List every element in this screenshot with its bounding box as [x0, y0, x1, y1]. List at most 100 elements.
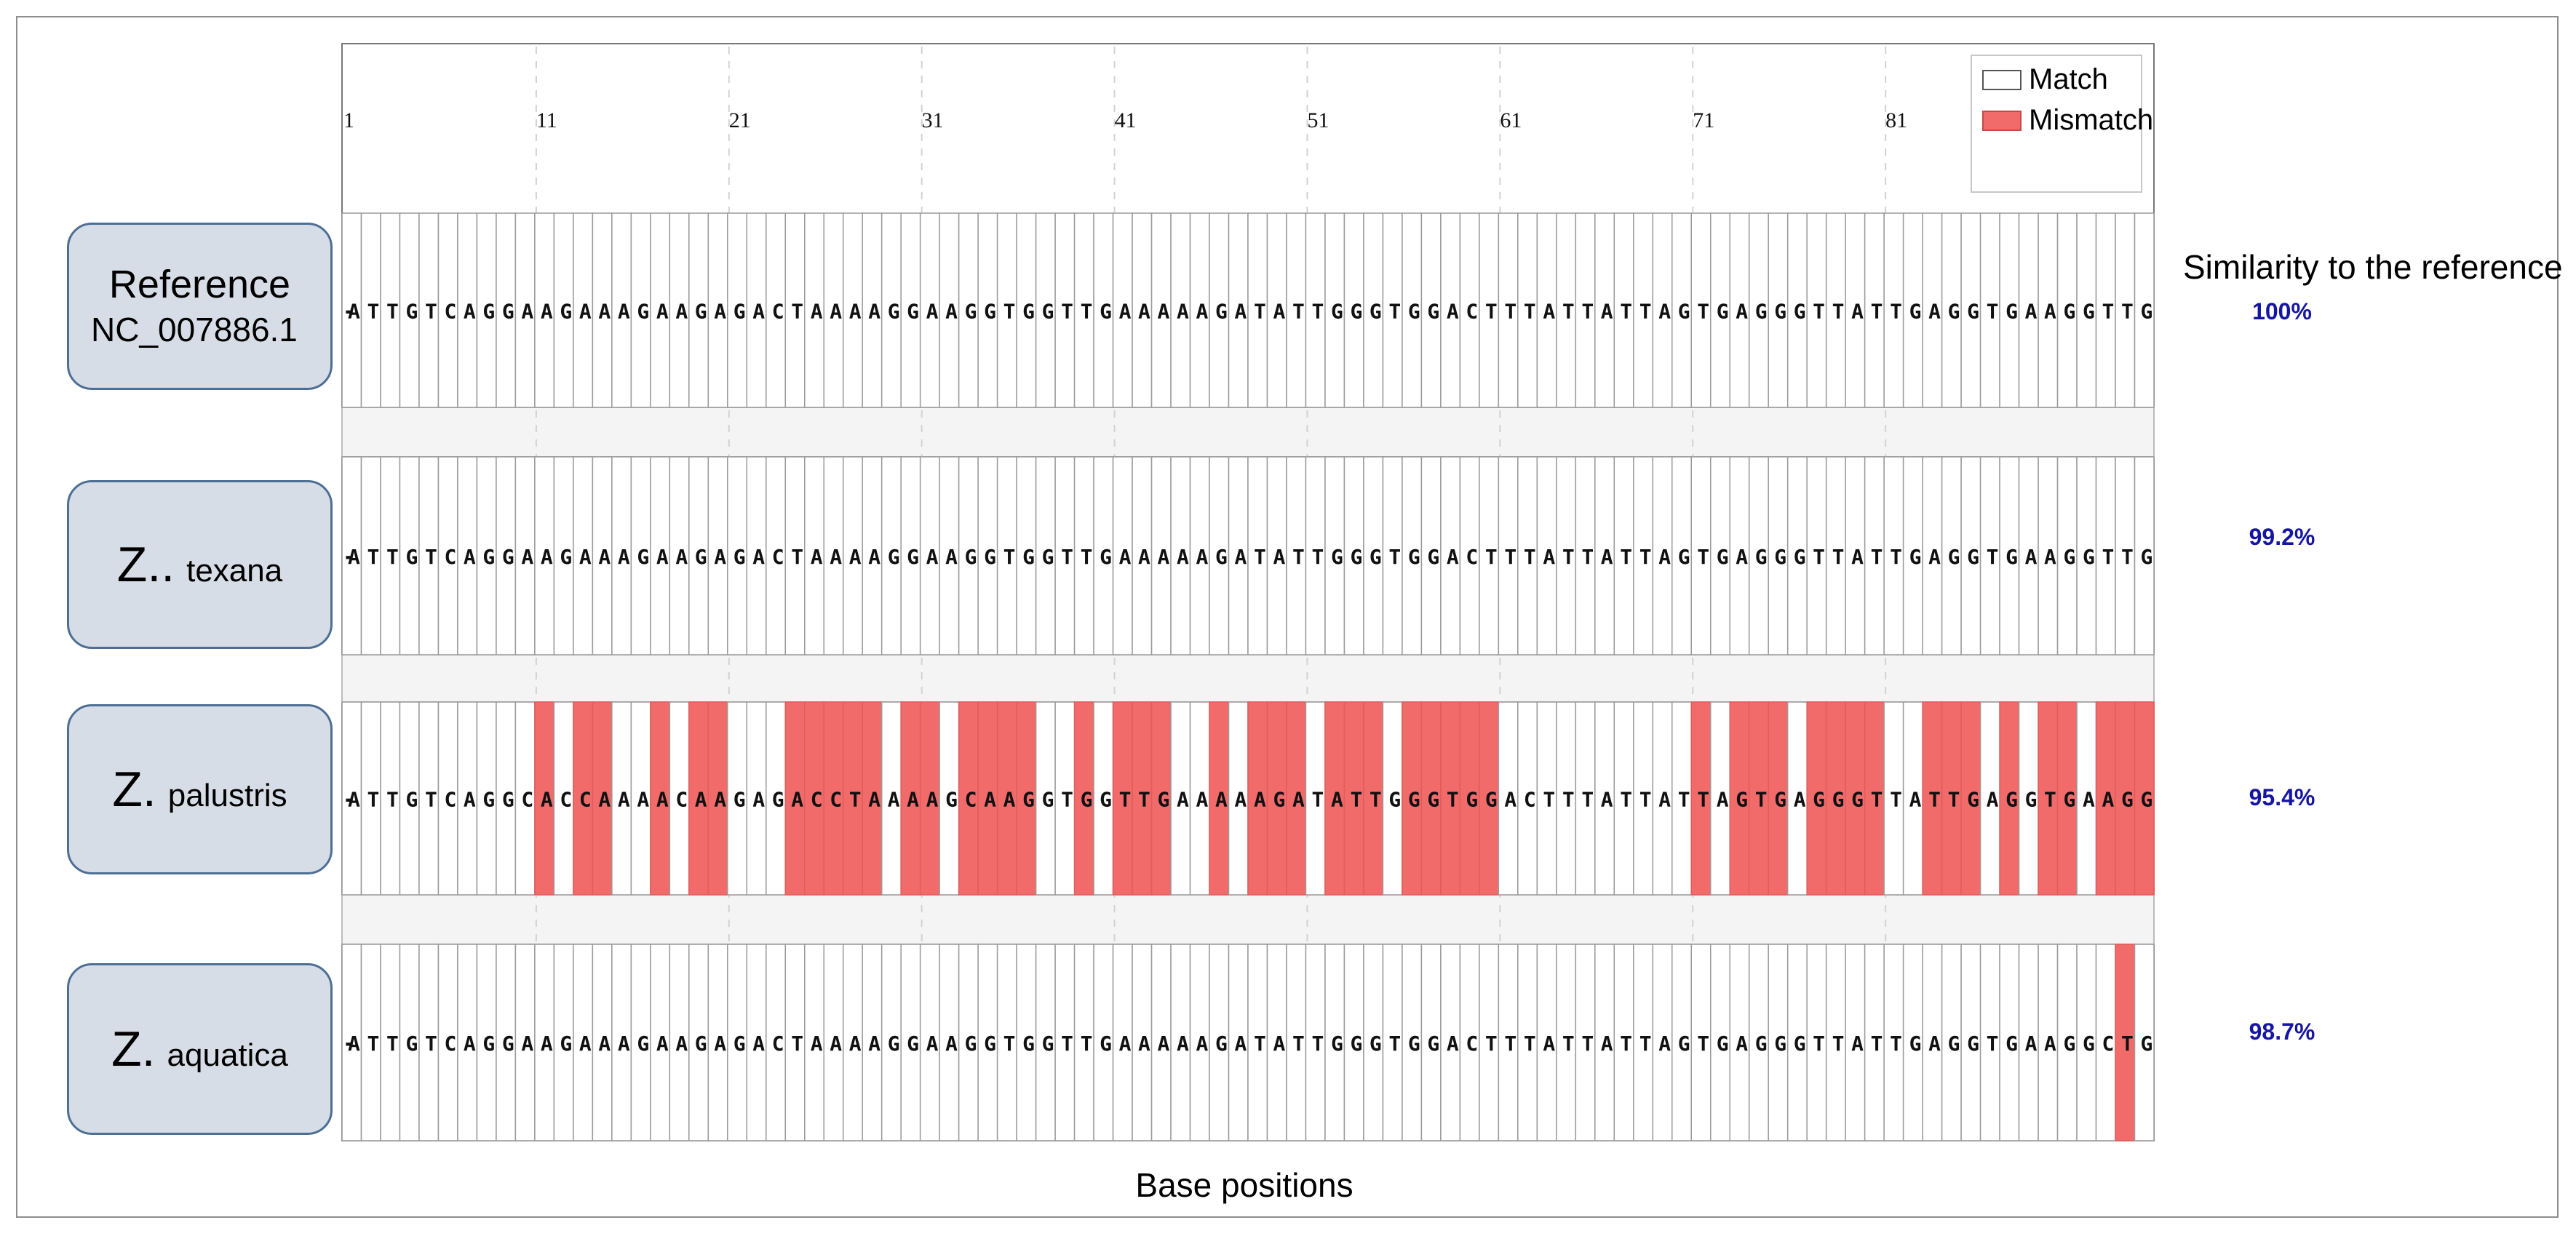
base-cell — [958, 944, 979, 1141]
sequence-base: G — [734, 1032, 746, 1056]
sequence-base: T — [1987, 1032, 1999, 1056]
base-cell — [1845, 456, 1866, 655]
sequence-base: A — [2025, 1032, 2038, 1056]
sequence-base: T — [1254, 300, 1266, 324]
sequence-base: A — [1543, 1032, 1555, 1056]
base-cell — [553, 701, 574, 896]
sequence-base: G — [1350, 300, 1362, 324]
sequence-base: G — [1022, 545, 1035, 569]
sequence-base: A — [579, 1032, 592, 1056]
base-cell — [1150, 212, 1172, 408]
sequence-base: G — [482, 300, 495, 324]
sequence-base: T — [367, 1032, 379, 1056]
base-cell — [1613, 212, 1634, 408]
base-cell — [630, 212, 651, 408]
base-cell — [1960, 212, 1981, 408]
base-cell — [1266, 456, 1287, 655]
base-cell — [2095, 456, 2116, 655]
base-cell — [1479, 456, 1500, 655]
sequence-base: T — [1697, 788, 1709, 812]
sequence-base: A — [1658, 788, 1671, 812]
sequence-base: G — [560, 545, 572, 569]
sequence-base: A — [752, 788, 765, 812]
sequence-base: A — [2044, 545, 2056, 569]
base-cell — [1709, 456, 1730, 655]
sequence-base: A — [637, 788, 649, 812]
sequence-base: A — [464, 545, 476, 569]
base-cell — [2038, 456, 2059, 655]
species-label-box-aquatica: Z. aquatica — [67, 963, 333, 1135]
sequence-base: G — [637, 300, 649, 324]
sequence-base: T — [2121, 545, 2134, 569]
base-cell — [611, 701, 632, 896]
base-cell — [977, 456, 998, 655]
mismatch-cell — [1440, 701, 1461, 896]
sequence-base: G — [984, 300, 996, 324]
base-cell — [1671, 212, 1693, 408]
sequence-base: A — [521, 300, 533, 324]
sequence-base: A — [675, 300, 688, 324]
sequence-base: G — [1100, 545, 1112, 569]
sequence-base: G — [1388, 788, 1401, 812]
base-cell — [611, 212, 632, 408]
sequence-base: C — [1466, 1032, 1478, 1056]
tick-label: 71 — [1693, 108, 1714, 132]
base-cell — [1536, 944, 1557, 1141]
sequence-base: G — [2005, 1032, 2018, 1056]
sequence-base: T — [1081, 1032, 1093, 1056]
base-cell — [1729, 944, 1750, 1141]
sequence-base: T — [1639, 545, 1652, 569]
base-cell — [1883, 944, 1904, 1141]
sequence-base: A — [1543, 545, 1555, 569]
base-cell — [1786, 701, 1808, 896]
sequence-base: A — [714, 545, 726, 569]
base-cell — [534, 456, 555, 655]
sequence-base: G — [2141, 300, 2153, 324]
base-cell — [1825, 212, 1846, 408]
sequence-base: A — [849, 300, 862, 324]
sequence-base: A — [1196, 545, 1209, 569]
sequence-base: A — [464, 788, 476, 812]
sequence-base: G — [1427, 300, 1439, 324]
base-cell — [1093, 456, 1114, 655]
sequence-base: G — [1408, 1032, 1420, 1056]
base-cell — [1189, 212, 1210, 408]
sequence-base: T — [1081, 545, 1093, 569]
base-cell — [1517, 212, 1538, 408]
base-cell — [1440, 944, 1461, 1141]
mismatch-cell — [1112, 701, 1133, 896]
sequence-base: G — [1794, 545, 1806, 569]
sequence-base: T — [1485, 545, 1498, 569]
sequence-base: A — [811, 545, 823, 569]
sequence-base: C — [579, 788, 592, 812]
sequence-base: G — [1158, 788, 1170, 812]
sequence-base: A — [464, 1032, 476, 1056]
base-cell — [534, 944, 555, 1141]
base-cell — [784, 212, 806, 408]
sequence-base: G — [1370, 300, 1382, 324]
sequence-base: G — [1042, 788, 1054, 812]
mismatch-cell — [1806, 701, 1827, 896]
sequence-base: T — [2121, 1032, 2134, 1056]
sequence-base: G — [1948, 1032, 1960, 1056]
sequence-base: A — [830, 300, 842, 324]
base-cell — [476, 456, 497, 655]
base-cell — [1556, 456, 1577, 655]
species-name: aquatica — [167, 1037, 288, 1073]
base-cell — [958, 456, 979, 655]
base-cell — [380, 944, 401, 1141]
sequence-base: T — [849, 788, 862, 812]
base-cell — [1382, 212, 1403, 408]
base-cell — [1902, 944, 1923, 1141]
sequence-base: G — [637, 545, 649, 569]
sequence-base: A — [926, 788, 939, 812]
sequence-base: A — [2044, 1032, 2056, 1056]
sequence-base: A — [926, 1032, 939, 1056]
sequence-base: G — [1794, 1032, 1806, 1056]
base-cell — [1768, 456, 1789, 655]
base-cell — [496, 944, 517, 1141]
sequence-base: T — [1311, 788, 1324, 812]
sequence-base: T — [1292, 1032, 1305, 1056]
sequence-base: G — [1215, 1032, 1228, 1056]
sequence-base: G — [1408, 788, 1420, 812]
